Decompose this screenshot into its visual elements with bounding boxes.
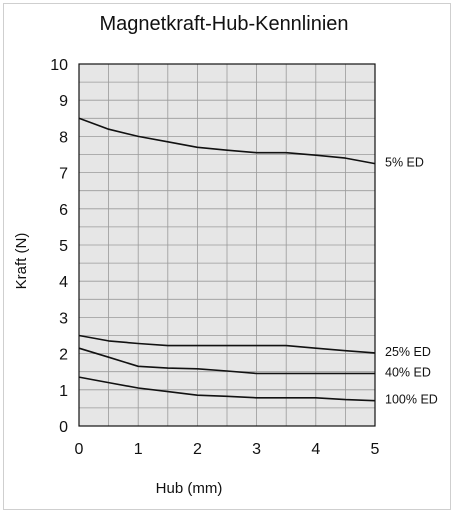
series-line-4: [78, 376, 376, 402]
x-axis-label: Hub (mm): [156, 480, 223, 497]
y-tick-label: 7: [59, 166, 68, 183]
y-tick-label: 1: [59, 383, 68, 400]
series-label-3: 40% ED: [385, 366, 431, 380]
y-tick-label: 4: [59, 274, 68, 291]
x-tick-label: 0: [75, 441, 84, 458]
series-line-2: [78, 334, 376, 354]
plot-border-rect: [78, 63, 376, 427]
series-line-1: [78, 117, 376, 165]
x-tick-label: 3: [252, 441, 261, 458]
y-tick-label: 6: [59, 202, 68, 219]
x-tick-label: 4: [311, 441, 320, 458]
y-tick-label: 0: [59, 419, 68, 436]
y-tick-label: 2: [59, 347, 68, 364]
x-tick-label: 2: [193, 441, 202, 458]
series-layer: [78, 117, 376, 402]
y-tick-labels: 0 1 2 3 4 5 6 7 8 9 10: [50, 57, 68, 436]
y-tick-label: 9: [59, 93, 68, 110]
series-labels: 5% ED 25% ED 40% ED 100% ED: [385, 156, 438, 407]
x-tick-labels: 0 1 2 3 4 5: [75, 441, 380, 458]
series-line-3: [78, 347, 375, 375]
y-tick-label: 5: [59, 238, 68, 255]
plot-border: [78, 63, 376, 427]
y-axis-label: Kraft (N): [13, 233, 30, 290]
series-label-4: 100% ED: [385, 393, 438, 407]
y-tick-label: 8: [59, 129, 68, 146]
series-label-2: 25% ED: [385, 345, 431, 359]
x-tick-label: 1: [134, 441, 143, 458]
chart-title: Magnetkraft-Hub-Kennlinien: [99, 13, 348, 35]
y-tick-label: 3: [59, 310, 68, 327]
y-tick-label: 10: [50, 57, 68, 74]
x-tick-label: 5: [371, 441, 380, 458]
grid: [79, 64, 375, 426]
series-label-1: 5% ED: [385, 156, 424, 170]
